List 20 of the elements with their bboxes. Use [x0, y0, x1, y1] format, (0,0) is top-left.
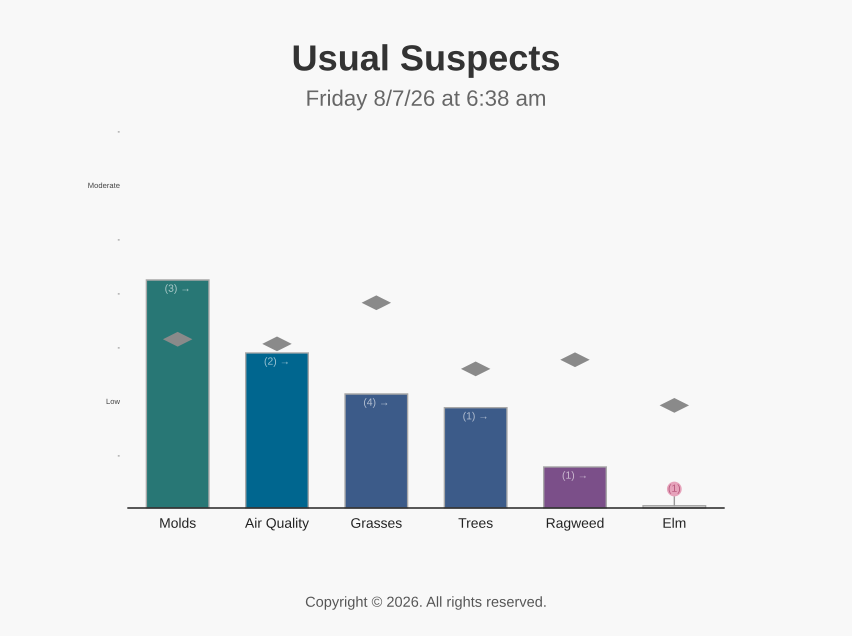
chart-subtitle: Friday 8/7/26 at 6:38 am — [307, 90, 545, 110]
text: Copyright © 2026. All rights reserved. — [306, 596, 546, 610]
x-tick-label: Elm — [664, 518, 686, 528]
annotation: (1) — [668, 484, 680, 494]
bar — [344, 393, 408, 509]
bar — [245, 352, 309, 509]
x-tick-label: Ragweed — [546, 518, 604, 531]
x-tick-label: Grasses — [351, 518, 402, 528]
annotation: (4) → — [364, 398, 388, 408]
annotation: (3) → — [165, 284, 189, 294]
annotation: (1) → — [562, 471, 586, 481]
x-tick-label: Molds — [160, 518, 196, 528]
x-tick-label: Trees — [458, 518, 493, 528]
chart-title: Usual Suspects — [294, 44, 559, 78]
bar — [444, 406, 508, 509]
annotation: (1) → — [463, 412, 487, 422]
bar — [146, 279, 210, 509]
annotation: (2) → — [264, 357, 288, 367]
bar — [543, 466, 607, 509]
x-tick-label: Air Quality — [245, 518, 310, 531]
